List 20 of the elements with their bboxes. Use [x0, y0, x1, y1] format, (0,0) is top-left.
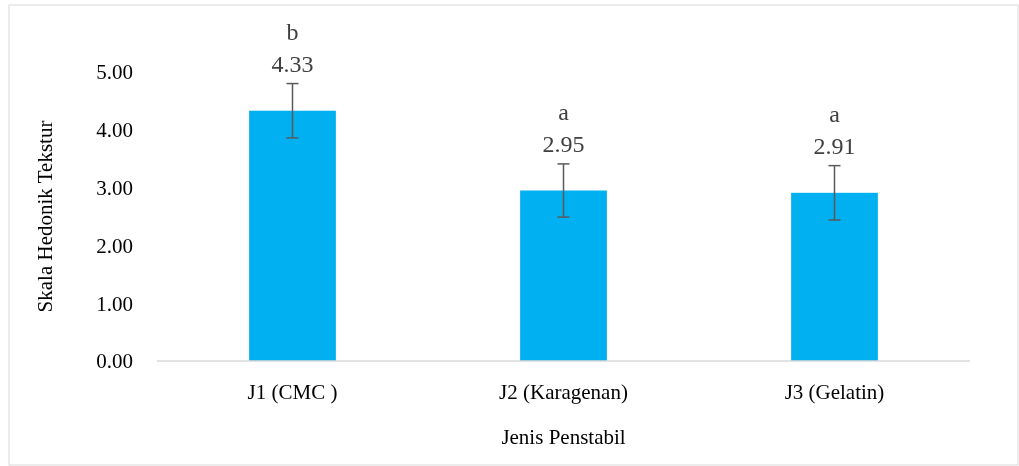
x-tick-label: J1 (CMC )	[247, 380, 338, 404]
x-tick-label: J2 (Karagenan)	[499, 380, 628, 404]
y-axis-title: Skala Hedonik Tekstur	[33, 120, 57, 313]
data-label: 2.91	[813, 132, 856, 159]
y-tick-label: 0.00	[96, 349, 133, 374]
x-axis-title: Jenis Penstabil	[501, 425, 626, 449]
y-tick-label: 2.00	[96, 233, 133, 258]
bar	[791, 192, 878, 361]
annotation: a	[829, 100, 841, 127]
data-label: 2.95	[542, 130, 585, 157]
annotation: a	[558, 98, 570, 125]
annotation: b	[286, 18, 299, 45]
y-tick-label: 4.00	[96, 118, 133, 143]
bar	[249, 110, 336, 361]
y-tick-label: 5.00	[96, 60, 133, 85]
y-tick-label: 1.00	[96, 291, 133, 316]
y-tick-label: 3.00	[96, 175, 133, 200]
data-label: 4.33	[271, 50, 314, 77]
bar	[520, 190, 607, 361]
x-tick-label: J3 (Gelatin)	[784, 380, 885, 404]
